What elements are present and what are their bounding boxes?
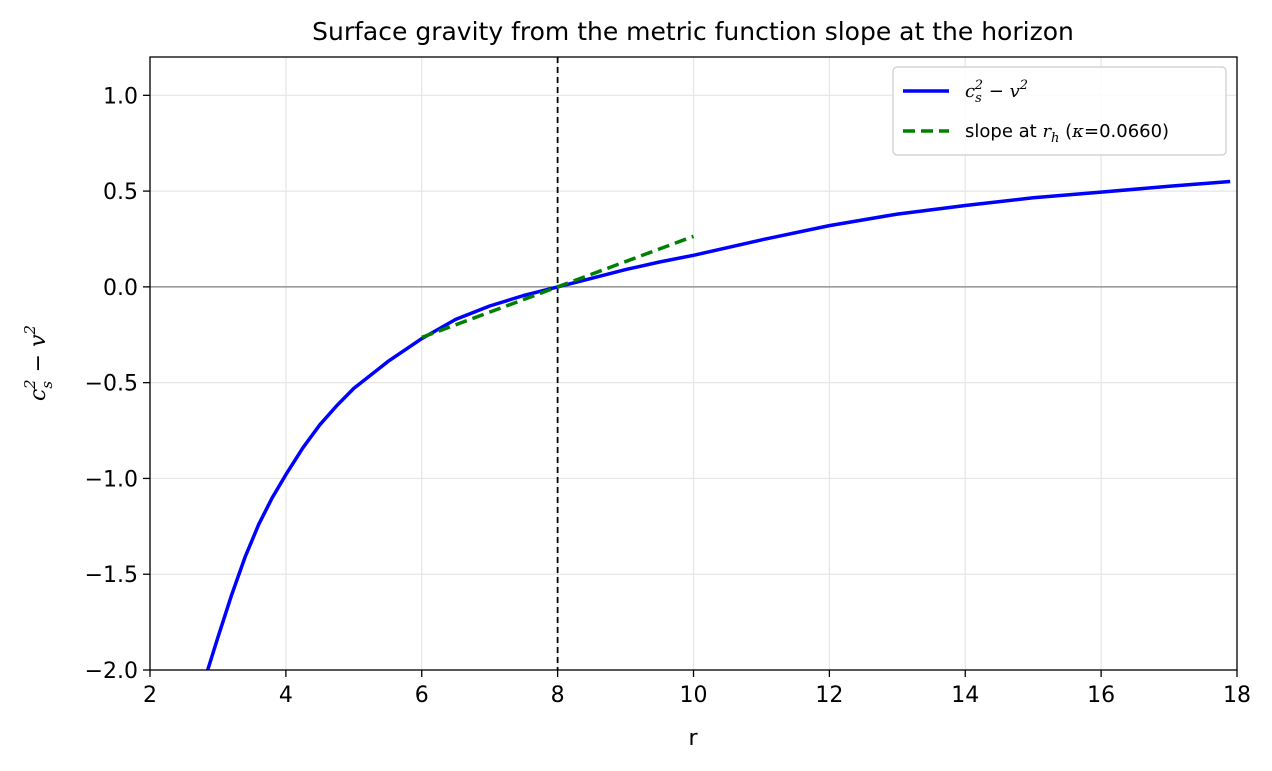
x-tick-label: 4 xyxy=(279,683,293,708)
y-ticks: 1.0 0.5 0.0 −0.5 −1.0 −1.5 −2.0 xyxy=(85,84,150,684)
y-tick-label: −1.0 xyxy=(85,467,138,492)
legend-label-series-2: slope at rh (κ=0.0660) xyxy=(965,121,1169,146)
series-line-1 xyxy=(206,179,1231,671)
chart-title: Surface gravity from the metric function… xyxy=(312,17,1074,46)
y-tick-label: 0.5 xyxy=(103,180,138,205)
x-tick-label: 6 xyxy=(415,683,429,708)
x-tick-label: 10 xyxy=(680,683,708,708)
y-tick-label: 0.0 xyxy=(103,276,138,301)
x-tick-label: 16 xyxy=(1087,683,1115,708)
legend: cs2 − v2 slope at rh (κ=0.0660) xyxy=(892,66,1227,156)
x-ticks: 2 4 6 8 10 12 14 16 18 xyxy=(143,670,1251,708)
x-tick-label: 2 xyxy=(143,683,157,708)
x-tick-label: 12 xyxy=(815,683,843,708)
x-tick-label: 14 xyxy=(951,683,979,708)
y-axis-label: cs2 − v2 xyxy=(21,325,56,401)
y-tick-label: −2.0 xyxy=(85,659,138,684)
y-tick-label: 1.0 xyxy=(103,84,138,109)
series-group xyxy=(206,179,1231,671)
legend-label-series-1: cs2 − v2 xyxy=(965,78,1028,106)
x-tick-label: 8 xyxy=(551,683,565,708)
legend-box xyxy=(892,66,1227,156)
series-line-2 xyxy=(421,234,695,340)
reference-lines xyxy=(150,57,1237,670)
y-tick-label: −0.5 xyxy=(85,372,138,397)
y-tick-label: −1.5 xyxy=(85,563,138,588)
x-axis-label: r xyxy=(688,726,698,751)
x-tick-label: 18 xyxy=(1223,683,1251,708)
svg-text:cs2 − v2: cs2 − v2 xyxy=(21,325,56,401)
